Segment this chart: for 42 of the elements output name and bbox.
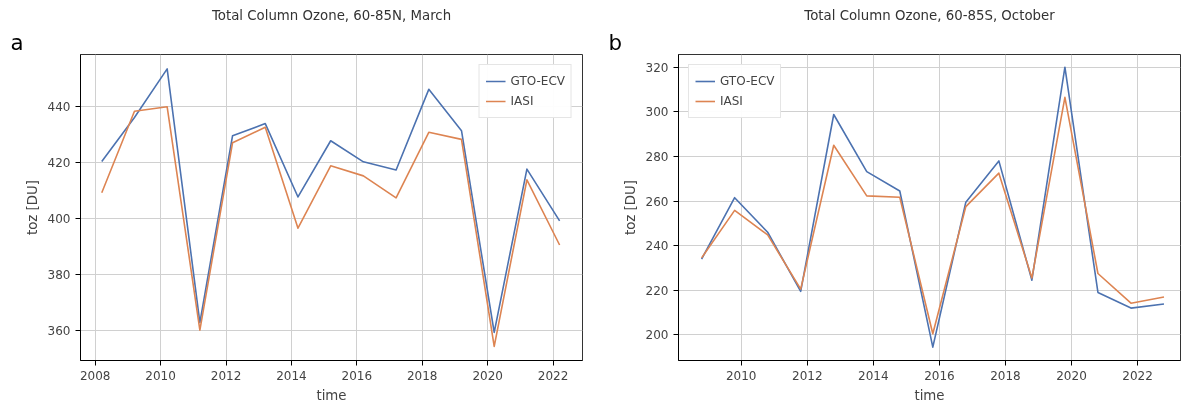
- y-tick-label: 400: [47, 212, 71, 227]
- legend-label: IASI: [720, 94, 743, 108]
- x-tick-label: 2022: [537, 368, 569, 383]
- y-tick-label: 380: [47, 268, 71, 283]
- y-tick-label: 420: [47, 155, 71, 170]
- x-tick-label: 2020: [472, 368, 503, 383]
- x-tick-label: 2008: [79, 368, 111, 383]
- text: a: [10, 29, 24, 55]
- text: b: [608, 29, 623, 55]
- x-tick-label: 2012: [792, 368, 823, 383]
- y-tick-label: 300: [645, 105, 669, 120]
- y-tick-label: 240: [645, 239, 669, 254]
- x-tick-label: 2016: [341, 368, 373, 383]
- y-tick-label: 360: [47, 324, 71, 339]
- y-axis-title: toz [DU]: [622, 179, 638, 236]
- x-tick-label: 2010: [725, 368, 757, 383]
- x-tick-label: 2016: [924, 368, 955, 383]
- legend-label: GTO-ECV: [510, 74, 565, 88]
- chart-title: Total Column Ozone, 60-85S, October: [803, 7, 1056, 23]
- line-series: [700, 66, 1165, 348]
- x-tick-label: 2014: [858, 368, 889, 383]
- x-tick-label: 2020: [1056, 368, 1087, 383]
- x-tick-label: 2022: [1122, 368, 1153, 383]
- y-axis-title: toz [DU]: [24, 179, 40, 236]
- y-tick-label: 440: [47, 99, 71, 114]
- x-tick-label: 2014: [276, 368, 307, 383]
- y-tick-label: 220: [645, 283, 669, 298]
- x-tick-label: 2018: [990, 368, 1021, 383]
- x-tick-label: 2018: [406, 368, 438, 383]
- x-axis-title: time: [914, 387, 945, 403]
- line-series: [100, 105, 561, 348]
- x-axis-title: time: [316, 387, 347, 403]
- x-tick-label: 2010: [145, 368, 176, 383]
- legend-label: IASI: [510, 94, 534, 108]
- x-tick-label: 2012: [210, 368, 242, 383]
- y-tick-label: 200: [645, 328, 669, 343]
- y-tick-label: 280: [645, 149, 669, 164]
- chart-title: Total Column Ozone, 60-85N, March: [210, 7, 452, 23]
- y-tick-label: 260: [645, 194, 669, 209]
- legend-label: GTO-ECV: [720, 74, 775, 88]
- line-series: [700, 96, 1165, 335]
- y-tick-label: 320: [645, 60, 669, 75]
